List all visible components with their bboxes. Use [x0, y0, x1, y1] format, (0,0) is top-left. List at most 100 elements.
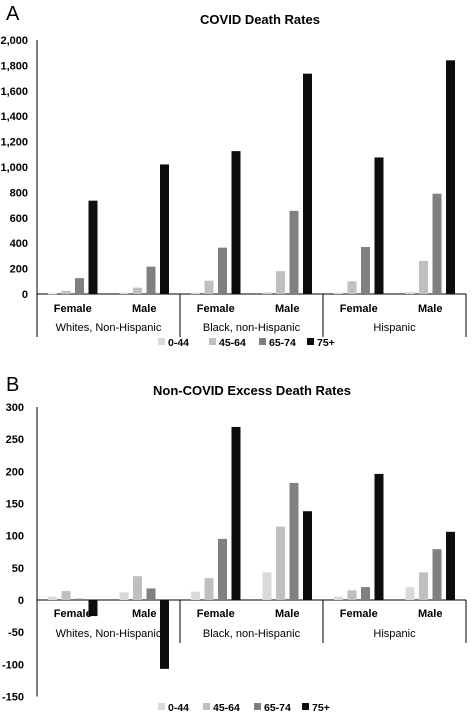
- bar: [88, 600, 98, 617]
- group-label: Hispanic: [373, 322, 416, 334]
- group-label: Black, non-Hispanic: [203, 628, 301, 640]
- bar: [419, 572, 428, 600]
- y-tick-label: 200: [10, 264, 28, 276]
- bar: [133, 287, 142, 294]
- category-label: Male: [132, 608, 156, 620]
- bar: [119, 592, 129, 600]
- y-tick-label: 600: [10, 213, 28, 225]
- bar: [432, 193, 442, 294]
- bar: [48, 293, 57, 295]
- category-label: Male: [275, 303, 299, 315]
- legend-swatch: [158, 338, 165, 345]
- bar: [218, 538, 227, 600]
- y-tick-label: -150: [2, 692, 24, 704]
- y-tick-label: 1,200: [0, 137, 28, 149]
- group-label: Black, non-Hispanic: [203, 322, 301, 334]
- bar: [75, 598, 84, 600]
- legend-label: 45-64: [219, 337, 246, 349]
- y-tick-label: 400: [10, 238, 28, 250]
- bar: [419, 260, 428, 294]
- y-tick-label: 150: [6, 499, 24, 511]
- legend-label: 0-44: [168, 337, 189, 349]
- panel-letter-b: B: [6, 374, 19, 396]
- bar: [405, 292, 415, 294]
- y-tick-label: 100: [6, 531, 24, 543]
- bar: [146, 266, 156, 294]
- bar: [334, 292, 343, 294]
- legend-swatch: [254, 703, 261, 710]
- legend-swatch: [209, 338, 216, 345]
- y-tick-label: 0: [22, 289, 28, 301]
- bar: [374, 473, 384, 600]
- y-tick-label: 1,600: [0, 86, 28, 98]
- bar: [160, 164, 169, 294]
- legend-label: 0-44: [168, 702, 189, 714]
- category-label: Female: [54, 608, 92, 620]
- chart-title-a: COVID Death Rates: [200, 12, 320, 27]
- y-tick-label: 250: [6, 434, 24, 446]
- group-label: Hispanic: [373, 628, 416, 640]
- bar: [231, 426, 241, 600]
- bar: [61, 590, 71, 600]
- bar: [446, 531, 455, 600]
- legend-swatch: [158, 703, 165, 710]
- y-tick-label: 1,800: [0, 60, 28, 72]
- chart-title-b: Non-COVID Excess Death Rates: [153, 383, 351, 398]
- legend-swatch: [302, 703, 309, 710]
- bar: [204, 578, 214, 600]
- bar: [160, 600, 169, 669]
- legend-label: 65-74: [269, 337, 296, 349]
- legend-label: 75+: [317, 337, 335, 349]
- bar: [303, 511, 312, 600]
- bar: [361, 587, 370, 600]
- y-tick-label: 0: [18, 595, 24, 607]
- legend-label: 45-64: [213, 702, 240, 714]
- bar: [303, 73, 312, 294]
- category-label: Female: [197, 303, 235, 315]
- bar: [432, 549, 442, 600]
- bar: [191, 591, 200, 600]
- category-label: Female: [340, 303, 378, 315]
- category-label: Male: [418, 303, 442, 315]
- category-label: Male: [132, 303, 156, 315]
- y-tick-label: 50: [12, 563, 24, 575]
- legend-swatch: [259, 338, 266, 345]
- group-label: Whites, Non-Hispanic: [56, 628, 162, 640]
- bar: [347, 281, 357, 294]
- bar: [347, 590, 357, 600]
- legend-label: 65-74: [264, 702, 291, 714]
- bar: [262, 292, 272, 294]
- y-tick-label: 1,000: [0, 162, 28, 174]
- chart-panel-a: 2,000 1,800 1,600 1,400 1,200 1,000 800 600 400 2…: [0, 35, 467, 349]
- panel-letter-a: A: [6, 3, 20, 25]
- bar: [405, 587, 415, 600]
- bar: [262, 572, 272, 600]
- bar: [75, 278, 84, 294]
- bar: [48, 596, 57, 600]
- bar: [276, 271, 285, 294]
- y-tick-label: -100: [2, 659, 24, 671]
- bar: [231, 151, 241, 294]
- y-tick-label: 1,400: [0, 111, 28, 123]
- category-label: Female: [340, 608, 378, 620]
- bar: [289, 210, 299, 294]
- bar: [146, 588, 156, 600]
- y-tick-label: 300: [6, 402, 24, 414]
- bar: [88, 200, 98, 294]
- legend-swatch: [307, 338, 314, 345]
- bar: [119, 292, 129, 294]
- bar: [204, 280, 214, 294]
- bar: [289, 482, 299, 600]
- category-label: Female: [197, 608, 235, 620]
- bar: [191, 292, 200, 294]
- category-label: Male: [275, 608, 299, 620]
- y-tick-label: 800: [10, 187, 28, 199]
- bar: [61, 290, 71, 294]
- bar: [218, 247, 227, 294]
- legend-swatch: [203, 703, 210, 710]
- chart-panel-b: 300 250 200 150 100 50 0 -50 -100 -150 Female Male F…: [2, 402, 467, 714]
- group-label: Whites, Non-Hispanic: [56, 322, 162, 334]
- category-label: Male: [418, 608, 442, 620]
- y-tick-label: -50: [8, 627, 24, 639]
